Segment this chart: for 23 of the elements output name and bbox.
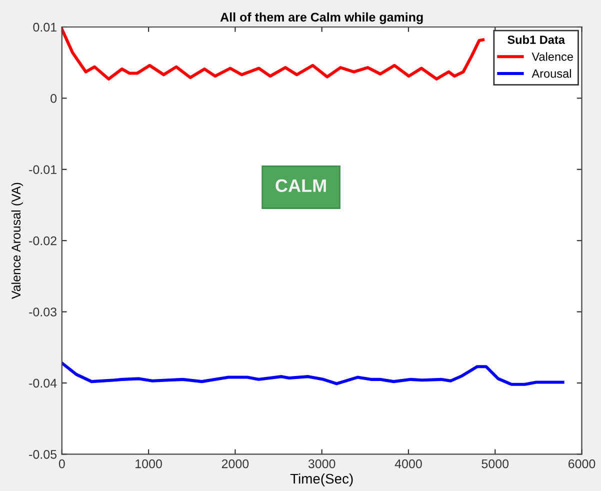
x-tick-label: 6000 (568, 459, 596, 468)
y-tick-label: 0.01 (33, 22, 56, 32)
x-tick-label: 0 (58, 459, 65, 468)
y-axis-title: Valence Arousal (VA) (11, 182, 23, 300)
y-tick-label: -0.03 (29, 308, 56, 316)
x-tick-label: 5000 (482, 459, 509, 468)
y-tick-label: -0.04 (29, 378, 57, 388)
x-tick-label: 3000 (308, 459, 336, 468)
legend-label: Valence (532, 52, 573, 61)
y-tick-label: -0.01 (29, 165, 56, 174)
x-tick-label: 1000 (136, 459, 162, 468)
annotation: CALM (276, 179, 326, 192)
y-tick-label: -0.05 (29, 450, 57, 459)
line-series (62, 362, 564, 386)
x-tick-label: 4000 (394, 459, 422, 468)
line-series (62, 28, 485, 81)
y-tick-label: -0.02 (29, 236, 56, 246)
chart-title: All of them are Calm while gaming (220, 12, 423, 24)
legend-title: Sub1 Data (508, 35, 566, 44)
x-axis-title: Time(Sec) (290, 473, 353, 486)
legend-label: Arousal (532, 69, 571, 78)
y-tick-label: 0 (50, 94, 57, 103)
x-tick-label: 2000 (222, 459, 249, 468)
